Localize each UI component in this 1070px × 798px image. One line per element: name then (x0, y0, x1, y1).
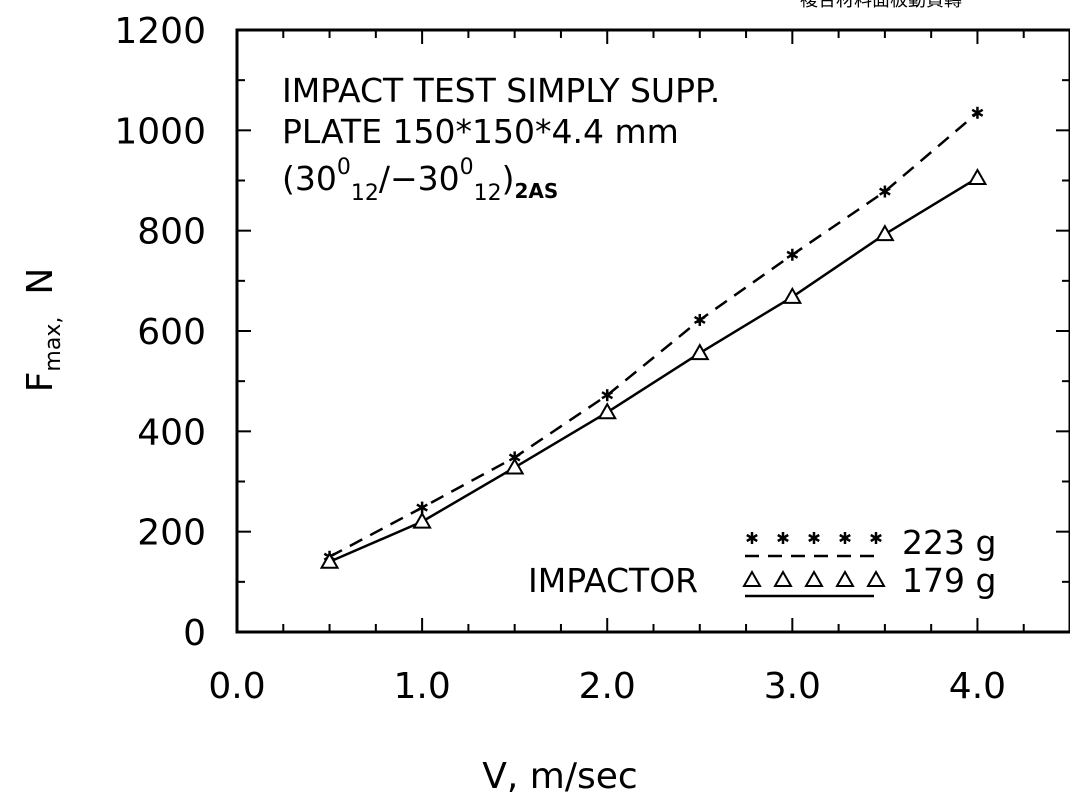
series-1-point (875, 224, 895, 242)
legend-triangle-marker (835, 569, 855, 587)
y-axis-label-text: Fmax, N (20, 268, 66, 393)
x-tick-label: 1.0 (393, 666, 450, 707)
annotation-sub1: 12 (351, 181, 379, 206)
annotation-sup1: 0 (337, 155, 351, 180)
legend-series-0-name: 223 g (902, 523, 996, 562)
annotation-sub3: 2AS (515, 179, 559, 203)
series-1-point (782, 286, 803, 304)
series-0-point (879, 185, 891, 198)
y-tick-label: 400 (137, 412, 206, 453)
y-tick-label: 1000 (114, 111, 206, 152)
y-axis-label-sub: max, (41, 317, 66, 372)
x-tick-label: 0.0 (208, 666, 265, 707)
legend-marks (742, 532, 886, 598)
annotation-line3: (30012/−30012)2AS (282, 155, 558, 206)
legend-label: IMPACTOR (528, 561, 698, 600)
annotation-close: ) (502, 159, 515, 198)
y-tick-label: 0 (183, 613, 206, 654)
series-1-point (597, 402, 617, 420)
series-1-point (412, 511, 432, 529)
x-tick-label: 3.0 (764, 666, 821, 707)
series-0-point (601, 389, 614, 402)
y-tick-label: 800 (137, 212, 206, 253)
series-1-line (329, 176, 979, 563)
annotation-line1: IMPACT TEST SIMPLY SUPP. (282, 71, 720, 110)
annotation-line2: PLATE 150*150*4.4 mm (282, 112, 679, 151)
x-tick-labels: 0.0 1.0 2.0 3.0 4.0 (208, 666, 1006, 707)
series-0-line (328, 111, 979, 558)
y-tick-labels: 0 200 400 600 800 1000 1200 (114, 11, 206, 654)
annotation-sup2: 0 (460, 155, 474, 180)
series-0-point (416, 501, 428, 514)
series-layer (319, 106, 988, 569)
series-0-point (971, 106, 984, 119)
axis-ticks (236, 29, 1070, 633)
legend: IMPACTOR 223 g 179 g (528, 523, 996, 600)
x-tick-label: 2.0 (579, 666, 636, 707)
series-1-point (967, 167, 988, 185)
legend-triangle-marker (742, 569, 762, 587)
series-1-point (319, 551, 340, 569)
legend-asterisk-marker (839, 532, 851, 544)
y-tick-label: 1200 (114, 11, 206, 52)
y-axis-label-main: F (20, 372, 61, 393)
y-axis-label: Fmax, N (20, 268, 66, 393)
legend-asterisk-marker (870, 532, 882, 544)
legend-triangle-marker (773, 569, 793, 587)
legend-triangle-marker (804, 569, 824, 587)
annotation-sub2: 12 (474, 181, 502, 206)
x-tick-label: 4.0 (949, 666, 1006, 707)
legend-asterisk-marker (808, 532, 820, 544)
y-axis-label-unit: N (20, 268, 61, 295)
series-1-point (504, 457, 525, 475)
header-fragment: 複合材料面板動資轉 (800, 0, 962, 11)
legend-series-1-name: 179 g (902, 561, 996, 600)
y-tick-label: 600 (137, 312, 206, 353)
legend-asterisk-marker (777, 532, 789, 544)
annotation-open: (30 (282, 159, 337, 198)
series-1-point (690, 343, 710, 361)
legend-triangle-marker (866, 569, 886, 587)
legend-asterisk-marker (746, 532, 758, 544)
annotation-mid: /−30 (379, 159, 460, 198)
x-axis-label: V, m/sec (482, 756, 637, 797)
series-0-point (786, 248, 799, 261)
y-tick-label: 200 (137, 513, 206, 554)
chart-annotation: IMPACT TEST SIMPLY SUPP. PLATE 150*150*4… (282, 71, 720, 206)
series-0-point (693, 313, 706, 326)
